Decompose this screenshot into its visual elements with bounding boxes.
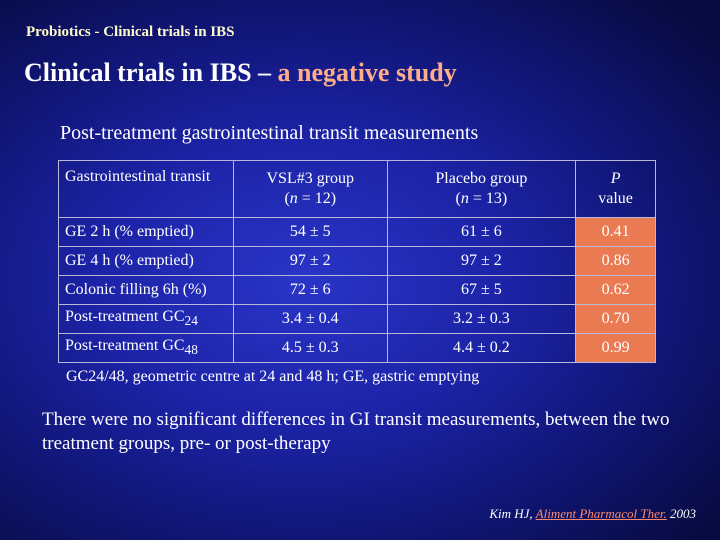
- table-caption: Post-treatment gastrointestinal transit …: [60, 122, 479, 144]
- row-label: Post-treatment GC48: [58, 333, 234, 363]
- vsl3-value: 3.4 ± 0.4: [232, 304, 388, 334]
- p-value-word: value: [598, 190, 633, 207]
- placebo-n-symbol: n: [460, 190, 469, 207]
- column-header-vsl3: VSL#3 group (n = 12): [232, 160, 388, 218]
- placebo-group-label: Placebo group: [435, 170, 528, 187]
- p-value: 0.99: [575, 333, 656, 363]
- table-row: Post-treatment GC48 4.5 ± 0.3 4.4 ± 0.2 …: [58, 333, 656, 363]
- vsl3-n-symbol: n: [289, 190, 298, 207]
- citation-journal-link[interactable]: Aliment Pharmacol Ther.: [535, 506, 667, 521]
- placebo-n-value: = 13): [468, 190, 508, 207]
- column-header-placebo: Placebo group (n = 13): [386, 160, 577, 218]
- row-label-text: GE 4 h (% emptied): [65, 252, 194, 269]
- transit-table: Gastrointestinal transit VSL#3 group (n =…: [58, 160, 656, 363]
- placebo-value: 4.4 ± 0.2: [386, 333, 577, 363]
- row-label-text: Post-treatment GC: [65, 337, 185, 355]
- vsl3-n-value: = 12): [297, 190, 337, 207]
- table-row: Colonic filling 6h (%) 72 ± 6 67 ± 5 0.6…: [58, 275, 656, 305]
- row-label-subscript: 24: [184, 313, 198, 329]
- p-value: 0.62: [575, 275, 656, 305]
- vsl3-value: 4.5 ± 0.3: [232, 333, 388, 363]
- row-label: Colonic filling 6h (%): [58, 275, 234, 305]
- p-value: 0.70: [575, 304, 656, 334]
- placebo-value: 97 ± 2: [386, 246, 577, 276]
- row-label-subscript: 48: [184, 342, 198, 358]
- placebo-value: 3.2 ± 0.3: [386, 304, 577, 334]
- row-label: GE 4 h (% emptied): [58, 246, 234, 276]
- citation: Kim HJ, Aliment Pharmacol Ther. 2003: [489, 506, 696, 522]
- placebo-value: 67 ± 5: [386, 275, 577, 305]
- conclusion-text: There were no significant differences in…: [42, 409, 670, 454]
- row-label-text: Post-treatment GC: [65, 308, 185, 326]
- vsl3-value: 97 ± 2: [232, 246, 388, 276]
- placebo-value: 61 ± 6: [386, 217, 577, 247]
- row-label-text: Colonic filling 6h (%): [65, 281, 207, 298]
- vsl3-group-label: VSL#3 group: [266, 170, 355, 187]
- table-footnote: GC24/48, geometric centre at 24 and 48 h…: [66, 368, 480, 385]
- vsl3-value: 54 ± 5: [232, 217, 388, 247]
- row-label: GE 2 h (% emptied): [58, 217, 234, 247]
- row-label: Post-treatment GC24: [58, 304, 234, 334]
- table-row: GE 4 h (% emptied) 97 ± 2 97 ± 2 0.86: [58, 246, 656, 276]
- row-label-text: GE 2 h (% emptied): [65, 223, 194, 240]
- vsl3-value: 72 ± 6: [232, 275, 388, 305]
- slide-title-main: Clinical trials in IBS –: [24, 58, 272, 87]
- p-symbol: P: [610, 170, 621, 187]
- table-header-row: Gastrointestinal transit VSL#3 group (n =…: [58, 160, 656, 218]
- table-row: GE 2 h (% emptied) 54 ± 5 61 ± 6 0.41: [58, 217, 656, 247]
- p-value: 0.41: [575, 217, 656, 247]
- citation-authors: Kim HJ,: [489, 506, 536, 521]
- slide-header: Probiotics - Clinical trials in IBS: [26, 24, 235, 40]
- p-value: 0.86: [575, 246, 656, 276]
- slide-title-accent: a negative study: [271, 58, 457, 87]
- table-row: Post-treatment GC24 3.4 ± 0.4 3.2 ± 0.3 …: [58, 304, 656, 334]
- slide-title: Clinical trials in IBS – a negative stud…: [24, 58, 457, 88]
- column-header-transit: Gastrointestinal transit: [58, 160, 234, 218]
- citation-year: 2003: [666, 506, 696, 521]
